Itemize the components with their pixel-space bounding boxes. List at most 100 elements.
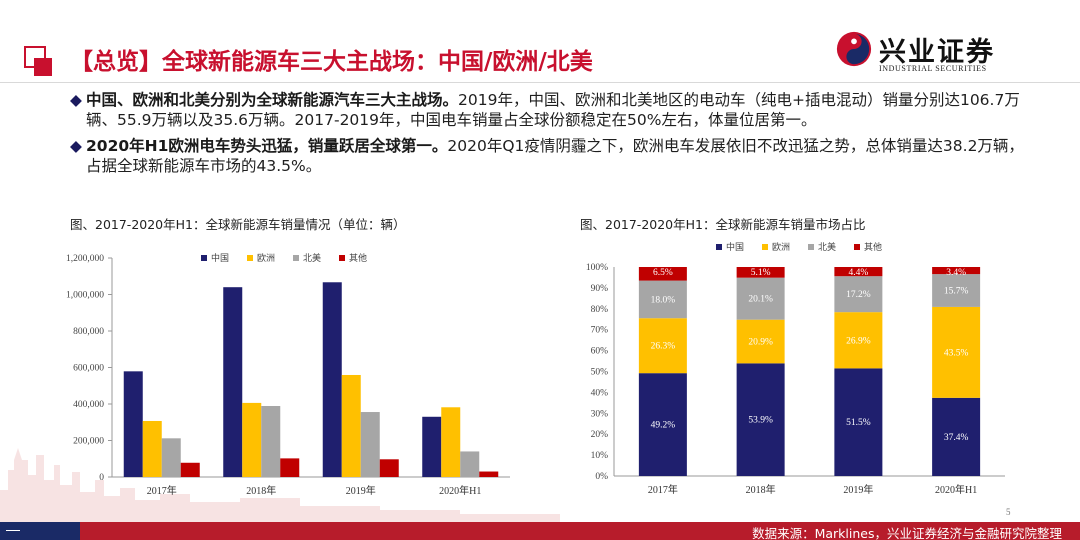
stacked-bar-segment: [834, 368, 883, 476]
data-label: 5.1%: [751, 268, 771, 278]
legend-label: 欧洲: [772, 241, 790, 253]
y-tick-label: 200,000: [73, 437, 104, 447]
x-tick-label: 2018年: [746, 483, 776, 496]
legend-swatch: [762, 244, 768, 250]
chart-title-volume: 图、2017-2020年H1：全球新能源车销量情况（单位：辆）: [70, 217, 406, 232]
legend-swatch: [201, 255, 207, 261]
company-logo: 兴业证券 INDUSTRIAL SECURITIES: [835, 30, 1015, 76]
legend-label: 北美: [818, 241, 836, 253]
bar: [142, 420, 162, 477]
legend-label: 欧洲: [257, 252, 275, 264]
y-tick-label: 90%: [591, 284, 609, 294]
data-source: 数据来源：Marklines，兴业证券经济与金融研究院整理: [752, 526, 1062, 540]
data-label: 20.9%: [748, 338, 773, 348]
y-tick-label: 800,000: [73, 327, 104, 337]
y-tick-label: 600,000: [73, 364, 104, 374]
bar: [261, 406, 281, 477]
legend-swatch: [808, 244, 814, 250]
legend-label: 中国: [211, 252, 229, 264]
legend-label: 中国: [726, 241, 744, 253]
stacked-bar-segment: [834, 312, 883, 369]
bar: [223, 287, 243, 477]
bar: [360, 412, 380, 477]
stacked-bar-segment: [736, 267, 785, 278]
stacked-bar-segment: [736, 363, 785, 476]
data-label: 51.5%: [846, 418, 871, 428]
y-tick-label: 70%: [591, 326, 609, 336]
y-tick-label: 1,200,000: [66, 254, 104, 264]
y-tick-label: 100%: [586, 263, 608, 273]
data-label: 20.1%: [748, 295, 773, 305]
bar: [322, 282, 342, 477]
stacked-bar-segment: [932, 397, 981, 476]
logo-text-en: INDUSTRIAL SECURITIES: [879, 64, 987, 73]
y-tick-label: 20%: [591, 430, 609, 440]
legend-label: 其他: [349, 252, 367, 264]
stacked-bar-segment: [638, 267, 687, 281]
data-label: 6.5%: [653, 268, 673, 278]
x-tick-label: 2020年H1: [935, 483, 977, 496]
bullet-text: 2019年，中国、欧洲和北美地区的电动车（纯电+插电混动）销量分别达106.7万…: [86, 91, 1020, 129]
data-label: 26.3%: [651, 342, 676, 352]
bar: [242, 402, 262, 477]
legend-label: 其他: [864, 241, 882, 253]
chart-share: 0% 10% 20% 30% 40% 50% 60% 70% 80% 90% 100% 49.2% 26…: [586, 241, 1005, 496]
bullet-heading: 中国、欧洲和北美分别为全球新能源汽车三大主战场。: [86, 91, 459, 109]
stacked-bar-segment: [834, 267, 883, 277]
stacked-bar-segment: [736, 277, 785, 320]
y-tick-label: 80%: [591, 305, 609, 315]
x-tick-label: 2017年: [147, 484, 177, 497]
chart-title-share: 图、2017-2020年H1：全球新能源车销量市场占比: [580, 217, 866, 232]
bar: [460, 451, 480, 477]
bullet-text: 2020年Q1疫情阴霾之下，欧洲电车发展依旧不改迅猛之势，总体销量达38.2万辆…: [86, 137, 1024, 175]
page-number: 5: [1006, 507, 1011, 517]
bar: [341, 374, 361, 477]
data-label: 15.7%: [944, 287, 969, 297]
bar: [123, 371, 143, 477]
x-tick-label: 2019年: [346, 484, 376, 497]
legend-swatch: [854, 244, 860, 250]
legend-swatch: [293, 255, 299, 261]
y-tick-label: 0%: [595, 472, 608, 482]
bullet-item: ◆ 2020年H1欧洲电车势头迅猛，销量跃居全球第一。2020年Q1疫情阴霾之下…: [70, 136, 1030, 176]
chart-legend: 中国 欧洲 北美 其他: [201, 252, 367, 264]
y-tick-label: 400,000: [73, 400, 104, 410]
data-label: 53.9%: [748, 416, 773, 426]
y-tick-label: 10%: [591, 451, 609, 461]
data-label: 37.4%: [944, 433, 969, 443]
y-tick-label: 50%: [591, 368, 609, 378]
data-label: 4.4%: [848, 268, 868, 278]
stacked-bar-segment: [638, 280, 687, 319]
footer-left-block: [0, 522, 80, 540]
footer-bar: [0, 522, 1080, 540]
x-tick-label: 2020年H1: [439, 484, 481, 497]
header-decoration: [24, 46, 54, 78]
y-tick-label: 1,000,000: [66, 291, 104, 301]
x-tick-label: 2018年: [246, 484, 276, 497]
y-tick-label: 30%: [591, 409, 609, 419]
bar: [379, 459, 399, 477]
chart-volume: 0 200,000 400,000 600,000 800,000 1,000,000 1,…: [66, 252, 510, 497]
bar: [180, 462, 200, 477]
bar: [422, 416, 442, 477]
bullet-item: ◆ 中国、欧洲和北美分别为全球新能源汽车三大主战场。2019年，中国、欧洲和北美…: [70, 90, 1030, 130]
legend-swatch: [247, 255, 253, 261]
bar: [479, 471, 499, 477]
data-label: 18.0%: [651, 295, 676, 305]
y-tick-label: 60%: [591, 347, 609, 357]
x-tick-label: 2019年: [843, 483, 873, 496]
bullet-heading: 2020年H1欧洲电车势头迅猛，销量跃居全球第一。: [86, 137, 448, 155]
stacked-bar-segment: [834, 276, 883, 313]
logo-text-cn: 兴业证券: [879, 37, 995, 68]
diamond-bullet-icon: ◆: [70, 137, 82, 155]
chart-legend: 中国 欧洲 北美 其他: [716, 241, 882, 253]
stacked-bar-segment: [736, 319, 785, 364]
header-divider: [0, 82, 1080, 83]
bar: [441, 407, 461, 477]
data-label: 26.9%: [846, 336, 871, 346]
stacked-bar-segment: [638, 318, 687, 374]
x-tick-label: 2017年: [648, 483, 678, 496]
stacked-bar-segment: [932, 274, 981, 307]
data-label: 3.4%: [946, 268, 966, 278]
data-label: 43.5%: [944, 348, 969, 358]
